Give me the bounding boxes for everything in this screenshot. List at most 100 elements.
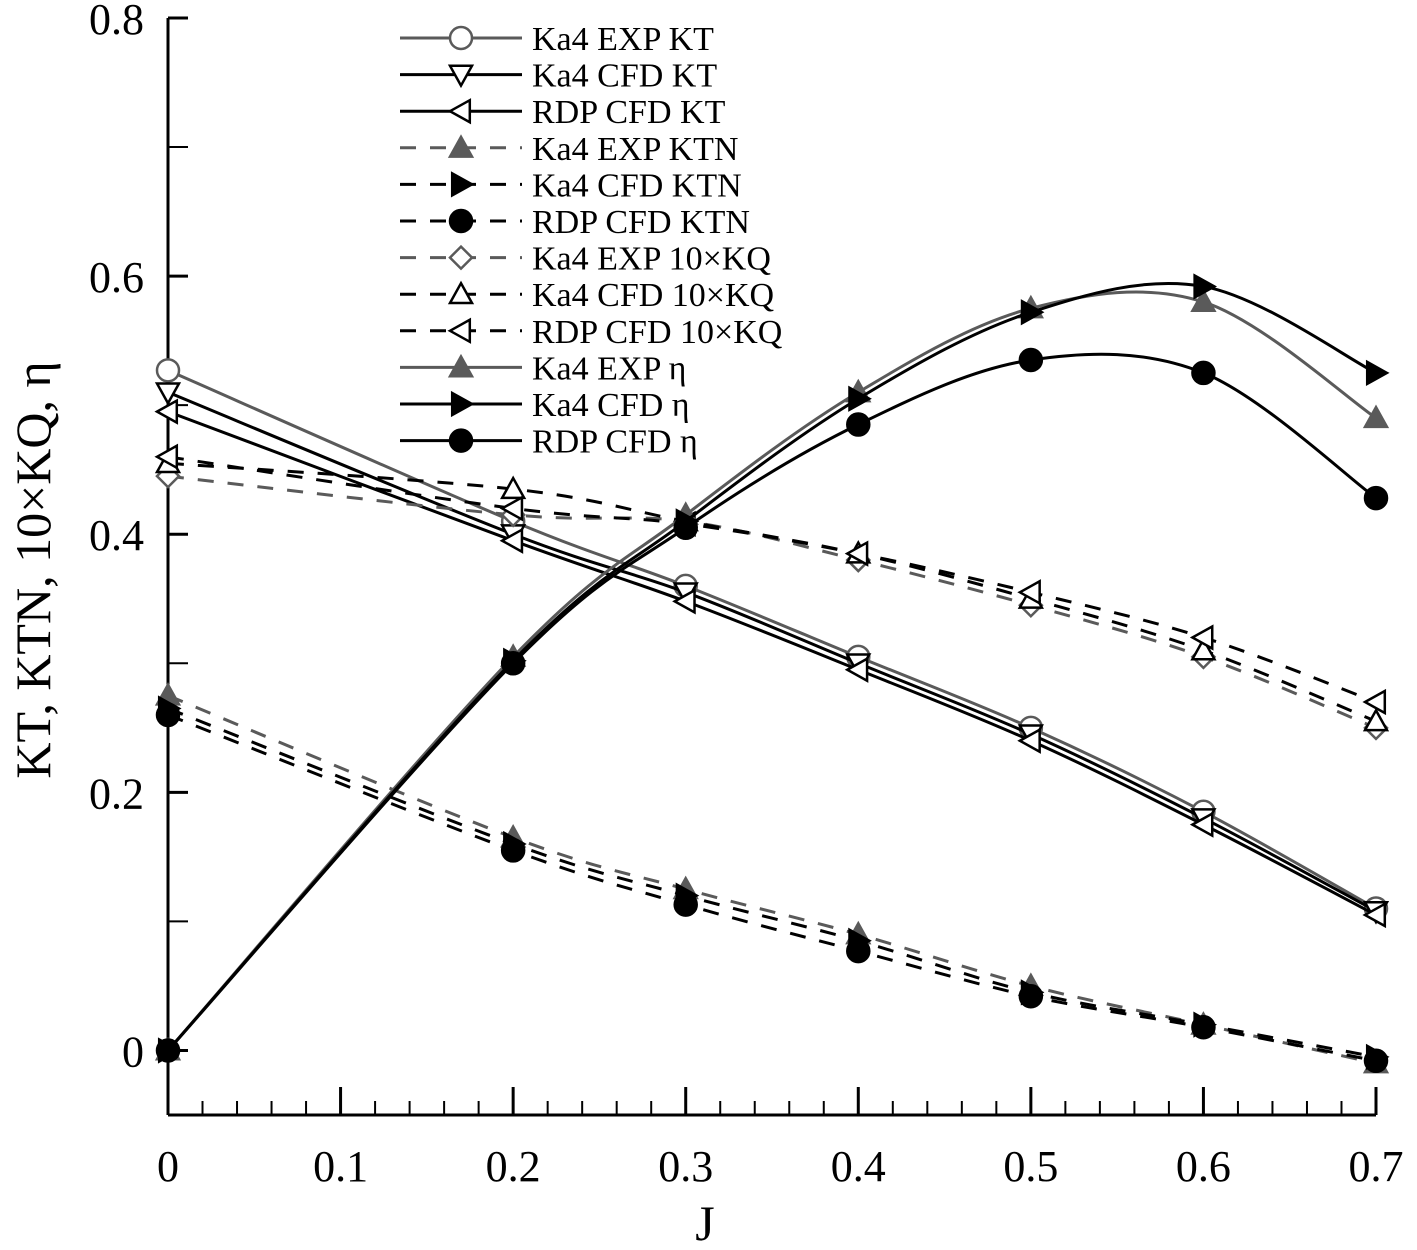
series-6: [155, 463, 1389, 741]
legend-marker: [450, 390, 475, 418]
data-point: [1189, 811, 1214, 838]
legend-entry: Ka4 EXP KT: [400, 21, 714, 58]
legend-marker: [447, 134, 475, 158]
legend-marker: [447, 64, 475, 89]
data-point: [1365, 359, 1390, 387]
y-axis-title: KT, KTN, 10×KQ, η: [5, 361, 61, 778]
y-tick-label: 0.8: [89, 0, 144, 44]
series-line: [166, 290, 1377, 1052]
series-9: [154, 288, 1390, 1061]
legend-label: Ka4 EXP KT: [532, 21, 714, 58]
y-tick-label: 0.6: [89, 253, 144, 302]
data-point: [1191, 360, 1216, 386]
legend-label: Ka4 EXP 10×KQ: [532, 241, 771, 278]
legend-entry: Ka4 EXP KTN: [400, 131, 739, 168]
data-point: [1193, 273, 1218, 300]
legend-entry: RDP CFD KT: [400, 94, 726, 131]
legend-marker: [448, 244, 474, 271]
data-point: [673, 892, 698, 917]
legend-marker: [447, 317, 472, 344]
data-point: [844, 656, 869, 683]
x-tick-label: 0: [157, 1142, 179, 1191]
legend-label: RDP CFD 10×KQ: [532, 314, 782, 351]
legend-label: RDP CFD KTN: [532, 204, 750, 241]
series-layer: [154, 273, 1390, 1074]
axes: 0 0.2 0.4 0.6 0.8 0 0.1 0.2 0.3 0.4 0.5 0.6 0.7: [89, 0, 1404, 1191]
data-point: [846, 412, 871, 437]
legend-entry: RDP CFD 10×KQ: [400, 314, 782, 351]
legend-label: Ka4 CFD 10×KQ: [532, 277, 774, 314]
series-2: [154, 398, 1387, 929]
data-point: [1362, 404, 1390, 429]
data-point: [1017, 579, 1041, 606]
x-tick-label: 0.3: [658, 1142, 713, 1191]
data-point: [500, 475, 527, 500]
data-point: [1363, 485, 1389, 511]
data-point: [154, 382, 182, 406]
legend-marker: [447, 280, 475, 305]
legend-marker: [450, 171, 475, 198]
data-point: [499, 527, 524, 554]
data-point: [500, 838, 526, 863]
series-line: [167, 707, 1377, 1059]
data-point: [848, 385, 872, 412]
data-point: [1362, 707, 1390, 732]
series-line: [167, 694, 1377, 1065]
x-tick-label: 0.1: [313, 1142, 368, 1191]
data-point: [1190, 288, 1217, 312]
data-point: [1363, 1048, 1389, 1074]
legend-marker: [447, 98, 472, 125]
legend-entry: Ka4 EXP η: [400, 350, 686, 387]
x-tick-label: 0.2: [486, 1142, 541, 1191]
data-point: [155, 358, 181, 383]
x-tick-label: 0.6: [1176, 1142, 1231, 1191]
data-point: [1017, 727, 1041, 754]
series-8: [154, 443, 1387, 716]
data-point: [1362, 688, 1387, 716]
data-point: [154, 398, 179, 425]
series-3: [154, 681, 1390, 1074]
y-tick-label: 0.2: [89, 769, 144, 818]
y-tick-label: 0: [122, 1027, 144, 1076]
legend-entry: Ka4 EXP 10×KQ: [400, 241, 771, 278]
data-point: [1020, 299, 1045, 326]
data-point: [846, 938, 871, 964]
series-line: [167, 455, 1377, 704]
series-line: [167, 461, 1377, 723]
legend-marker: [448, 428, 474, 453]
y-tick-label: 0.4: [89, 511, 144, 560]
data-point: [1189, 624, 1214, 651]
series-line: [166, 352, 1377, 1052]
legend-label: RDP CFD KT: [532, 94, 726, 131]
legend-label: RDP CFD η: [532, 424, 698, 461]
data-point: [673, 515, 698, 541]
legend-marker: [447, 353, 475, 378]
series-line: [167, 474, 1377, 730]
legend-entry: RDP CFD η: [400, 424, 698, 461]
x-tick-label: 0.4: [831, 1142, 886, 1191]
data-point: [154, 443, 179, 470]
data-point: [1191, 1014, 1216, 1040]
legend-label: Ka4 CFD η: [532, 387, 690, 424]
x-tick-label: 0.7: [1349, 1142, 1404, 1191]
x-axis-title: J: [695, 1195, 714, 1250]
legend-entry: Ka4 CFD 10×KQ: [400, 277, 774, 314]
series-7: [154, 449, 1390, 732]
data-point: [1190, 636, 1217, 661]
legend-entry: Ka4 CFD KTN: [400, 167, 742, 204]
series-5: [155, 702, 1389, 1074]
legend-label: Ka4 EXP η: [532, 350, 686, 387]
legend-label: Ka4 EXP KTN: [532, 131, 739, 168]
legend-entry: Ka4 CFD η: [400, 387, 690, 424]
data-point: [672, 588, 696, 615]
legend-marker: [448, 208, 474, 234]
series-line: [166, 281, 1377, 1052]
legend-label: Ka4 CFD KTN: [532, 167, 742, 204]
data-point: [1362, 901, 1387, 929]
x-tick-label: 0.5: [1003, 1142, 1058, 1191]
legend-label: Ka4 CFD KT: [532, 58, 717, 95]
series-line: [167, 713, 1377, 1063]
data-point: [499, 495, 524, 522]
